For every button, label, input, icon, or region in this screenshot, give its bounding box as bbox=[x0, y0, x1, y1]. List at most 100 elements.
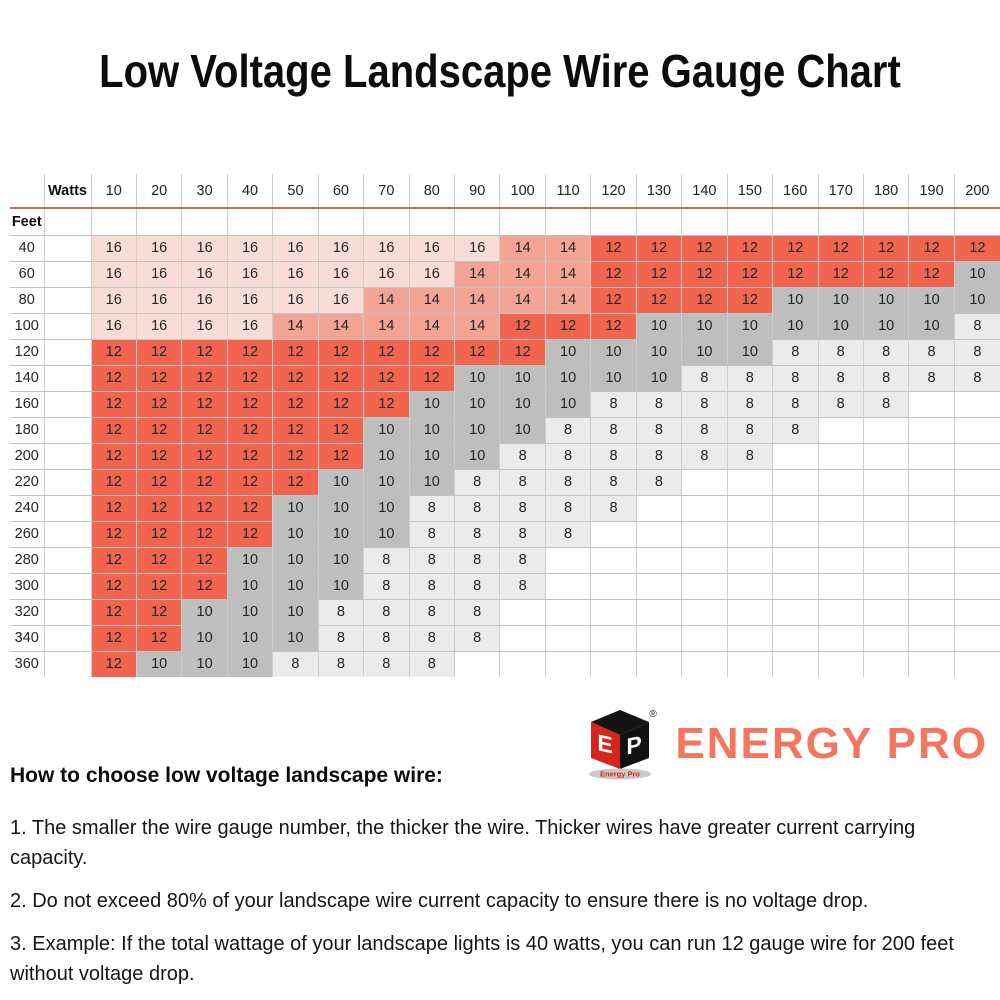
table-row-80ft: 80 16 16 16 16 16 16 14 14 14 14 14 12 12 12 12 10 10 10 10… bbox=[10, 286, 1000, 314]
watts-header-80: 80 bbox=[408, 174, 456, 209]
gauge-cell-240ft-150w bbox=[726, 494, 774, 522]
empty-cell-watts-col bbox=[43, 364, 92, 392]
empty-cell-watts-col bbox=[43, 572, 92, 600]
gauge-cell-280ft-100w: 8 bbox=[499, 546, 546, 574]
table-row-360ft: 360 12 10 10 10 8 8 8 8 bbox=[10, 650, 1000, 677]
gauge-cell-100ft-80w: 14 bbox=[408, 312, 456, 340]
note-3-line-1: 3. Example: If the total wattage of your… bbox=[10, 933, 954, 955]
gauge-cell-240ft-90w: 8 bbox=[453, 494, 501, 522]
gauge-cell-60ft-110w: 14 bbox=[544, 260, 592, 288]
gauge-cell-240ft-20w: 12 bbox=[135, 494, 183, 522]
gauge-cell-280ft-160w bbox=[772, 546, 819, 574]
gauge-cell-220ft-50w: 12 bbox=[272, 468, 319, 496]
feet-160: 160 bbox=[10, 390, 45, 418]
gauge-cell-180ft-140w: 8 bbox=[681, 416, 728, 444]
gauge-cell-120ft-170w: 8 bbox=[817, 338, 864, 366]
gauge-cell-340ft-170w bbox=[817, 624, 864, 652]
gauge-cell-160ft-170w: 8 bbox=[817, 390, 864, 418]
gauge-cell-40ft-150w: 12 bbox=[726, 234, 774, 262]
gauge-cell-320ft-90w: 8 bbox=[453, 598, 501, 626]
empty-cell-90w bbox=[453, 207, 501, 236]
note-2-line-1: 2. Do not exceed 80% of your landscape w… bbox=[10, 890, 869, 912]
note-2: 2. Do not exceed 80% of your landscape w… bbox=[10, 886, 992, 916]
gauge-cell-320ft-10w: 12 bbox=[90, 598, 137, 626]
gauge-cell-200ft-170w bbox=[817, 442, 864, 470]
empty-cell-40w bbox=[226, 207, 274, 236]
gauge-cell-260ft-200w bbox=[953, 520, 1000, 548]
gauge-cell-320ft-30w: 10 bbox=[181, 598, 228, 626]
gauge-cell-260ft-50w: 10 bbox=[272, 520, 319, 548]
watts-header-140: 140 bbox=[681, 174, 728, 209]
gauge-cell-40ft-50w: 16 bbox=[272, 234, 319, 262]
feet-360: 360 bbox=[10, 650, 45, 677]
gauge-cell-340ft-120w bbox=[590, 624, 637, 652]
gauge-cell-60ft-10w: 16 bbox=[90, 260, 137, 288]
gauge-cell-100ft-120w: 12 bbox=[590, 312, 637, 340]
watts-header-60: 60 bbox=[317, 174, 365, 209]
empty-cell-watts-col bbox=[43, 442, 92, 470]
gauge-cell-80ft-190w: 10 bbox=[908, 286, 955, 314]
gauge-cell-340ft-190w bbox=[908, 624, 955, 652]
gauge-cell-360ft-130w bbox=[635, 650, 683, 677]
note-3: 3. Example: If the total wattage of your… bbox=[10, 929, 992, 989]
gauge-cell-220ft-160w bbox=[772, 468, 819, 496]
gauge-cell-160ft-20w: 12 bbox=[135, 390, 183, 418]
gauge-cell-160ft-70w: 12 bbox=[363, 390, 410, 418]
gauge-cell-300ft-50w: 10 bbox=[272, 572, 319, 600]
energy-pro-logo: E P ® Energy Pro ENERGY PRO bbox=[587, 708, 988, 782]
gauge-cell-180ft-30w: 12 bbox=[181, 416, 228, 444]
notes-heading: How to choose low voltage landscape wire… bbox=[10, 764, 443, 787]
gauge-cell-80ft-130w: 12 bbox=[635, 286, 683, 314]
gauge-cell-360ft-50w: 8 bbox=[272, 650, 319, 677]
gauge-cell-200ft-40w: 12 bbox=[226, 442, 274, 470]
gauge-cell-60ft-90w: 14 bbox=[453, 260, 501, 288]
watts-header-100: 100 bbox=[499, 174, 546, 209]
empty-cell-watts-col bbox=[43, 234, 92, 262]
gauge-cell-60ft-50w: 16 bbox=[272, 260, 319, 288]
gauge-cell-300ft-190w bbox=[908, 572, 955, 600]
gauge-cell-300ft-130w bbox=[635, 572, 683, 600]
gauge-cell-360ft-80w: 8 bbox=[408, 650, 456, 677]
logo-base-caption: Energy Pro bbox=[600, 770, 640, 779]
gauge-cell-60ft-170w: 12 bbox=[817, 260, 864, 288]
gauge-cell-160ft-120w: 8 bbox=[590, 390, 637, 418]
gauge-cell-320ft-80w: 8 bbox=[408, 598, 456, 626]
gauge-cell-280ft-200w bbox=[953, 546, 1000, 574]
gauge-cell-100ft-140w: 10 bbox=[681, 312, 728, 340]
gauge-cell-320ft-180w bbox=[862, 598, 910, 626]
gauge-cell-240ft-130w bbox=[635, 494, 683, 522]
gauge-cell-280ft-110w bbox=[544, 546, 592, 574]
gauge-cell-200ft-200w bbox=[953, 442, 1000, 470]
gauge-cell-360ft-100w bbox=[499, 650, 546, 677]
gauge-cell-280ft-180w bbox=[862, 546, 910, 574]
gauge-cell-160ft-10w: 12 bbox=[90, 390, 137, 418]
energy-pro-wordmark: ENERGY PRO bbox=[675, 719, 988, 768]
gauge-cell-100ft-60w: 14 bbox=[317, 312, 365, 340]
gauge-cell-80ft-20w: 16 bbox=[135, 286, 183, 314]
gauge-cell-240ft-60w: 10 bbox=[317, 494, 365, 522]
gauge-cell-140ft-120w: 10 bbox=[590, 364, 637, 392]
gauge-cell-200ft-130w: 8 bbox=[635, 442, 683, 470]
empty-cell-watts-col bbox=[43, 494, 92, 522]
gauge-cell-240ft-100w: 8 bbox=[499, 494, 546, 522]
table-row-120ft: 120 12 12 12 12 12 12 12 12 12 12 10 10 10 10 10 8 8 8 8 8 bbox=[10, 338, 1000, 366]
gauge-cell-280ft-10w: 12 bbox=[90, 546, 137, 574]
gauge-cell-340ft-50w: 10 bbox=[272, 624, 319, 652]
gauge-cell-340ft-10w: 12 bbox=[90, 624, 137, 652]
gauge-cell-320ft-40w: 10 bbox=[226, 598, 274, 626]
gauge-cell-240ft-190w bbox=[908, 494, 955, 522]
gauge-cell-220ft-40w: 12 bbox=[226, 468, 274, 496]
gauge-cell-280ft-150w bbox=[726, 546, 774, 574]
gauge-cell-220ft-90w: 8 bbox=[453, 468, 501, 496]
gauge-cell-180ft-50w: 12 bbox=[272, 416, 319, 444]
gauge-cell-220ft-180w bbox=[862, 468, 910, 496]
gauge-cell-40ft-10w: 16 bbox=[90, 234, 137, 262]
gauge-cell-260ft-30w: 12 bbox=[181, 520, 228, 548]
registered-trademark-icon: ® bbox=[650, 709, 658, 720]
gauge-cell-260ft-60w: 10 bbox=[317, 520, 365, 548]
gauge-cell-320ft-120w bbox=[590, 598, 637, 626]
gauge-cell-120ft-130w: 10 bbox=[635, 338, 683, 366]
gauge-cell-180ft-160w: 8 bbox=[772, 416, 819, 444]
gauge-cell-360ft-20w: 10 bbox=[135, 650, 183, 677]
gauge-cell-320ft-110w bbox=[544, 598, 592, 626]
